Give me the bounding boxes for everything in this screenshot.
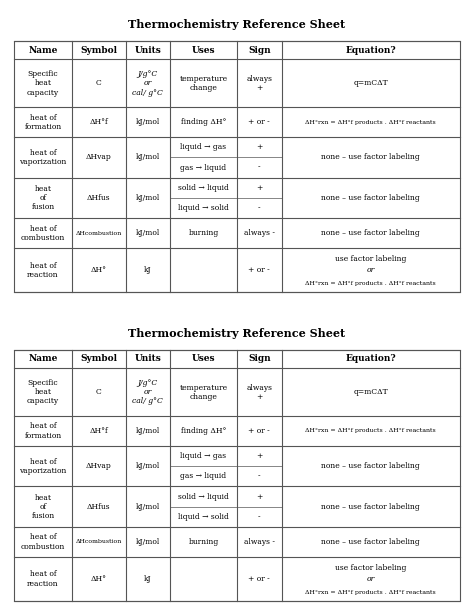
Text: Name: Name: [28, 45, 58, 55]
Text: heat of
reaction: heat of reaction: [27, 570, 59, 587]
Text: + or -: + or -: [248, 266, 270, 274]
Text: Name: Name: [28, 354, 58, 364]
Text: Specific
heat
capacity: Specific heat capacity: [27, 70, 59, 97]
Text: kJ/mol: kJ/mol: [136, 427, 160, 435]
Text: Sign: Sign: [248, 45, 271, 55]
Text: solid → liquid: solid → liquid: [178, 493, 229, 501]
Text: heat of
combustion: heat of combustion: [21, 533, 65, 550]
Bar: [14, 349, 460, 601]
Text: + or -: + or -: [248, 427, 270, 435]
Text: finding ΔH°: finding ΔH°: [181, 427, 226, 435]
Text: heat
of
fusion: heat of fusion: [31, 493, 55, 520]
Text: ΔHfus: ΔHfus: [87, 503, 110, 511]
Text: ΔHfus: ΔHfus: [87, 194, 110, 202]
Text: or: or: [367, 266, 375, 274]
Text: always
+: always +: [246, 75, 272, 92]
Text: Uses: Uses: [192, 45, 215, 55]
Text: temperature
change: temperature change: [180, 75, 228, 92]
Text: Units: Units: [135, 45, 161, 55]
Text: -: -: [258, 204, 261, 212]
Text: heat of
formation: heat of formation: [24, 113, 62, 131]
Text: C: C: [96, 80, 101, 88]
Text: kJ/mol: kJ/mol: [136, 194, 160, 202]
Text: -: -: [258, 472, 261, 481]
Text: ΔHvap: ΔHvap: [86, 462, 112, 470]
Text: + or -: + or -: [248, 118, 270, 126]
Text: +: +: [256, 184, 263, 192]
Text: kJ/mol: kJ/mol: [136, 462, 160, 470]
Text: Sign: Sign: [248, 354, 271, 364]
Text: kJ/mol: kJ/mol: [136, 153, 160, 161]
Text: none – use factor labeling: none – use factor labeling: [321, 194, 420, 202]
Text: liquid → solid: liquid → solid: [178, 204, 229, 212]
Text: use factor labeling: use factor labeling: [335, 564, 407, 572]
Text: ΔHvap: ΔHvap: [86, 153, 112, 161]
Text: ΔHcombustion: ΔHcombustion: [76, 539, 122, 544]
Text: liquid → gas: liquid → gas: [181, 452, 227, 460]
Text: J/g°C
or
cal/ g°C: J/g°C or cal/ g°C: [132, 379, 163, 405]
Text: temperature
change: temperature change: [180, 384, 228, 401]
Text: q=mCΔT: q=mCΔT: [354, 388, 388, 396]
Text: heat of
vaporization: heat of vaporization: [19, 457, 67, 474]
Text: gas → liquid: gas → liquid: [181, 164, 227, 172]
Text: heat of
combustion: heat of combustion: [21, 224, 65, 242]
Text: C: C: [96, 388, 101, 396]
Text: always -: always -: [244, 229, 275, 237]
Text: ΔH°rxn = ΔH°f products . ΔH°f reactants: ΔH°rxn = ΔH°f products . ΔH°f reactants: [305, 590, 436, 595]
Text: none – use factor labeling: none – use factor labeling: [321, 503, 420, 511]
Text: none – use factor labeling: none – use factor labeling: [321, 153, 420, 161]
Text: heat of
vaporization: heat of vaporization: [19, 149, 67, 166]
Text: kJ: kJ: [144, 575, 152, 583]
Text: none – use factor labeling: none – use factor labeling: [321, 229, 420, 237]
Text: use factor labeling: use factor labeling: [335, 255, 407, 263]
Bar: [14, 41, 460, 292]
Text: liquid → gas: liquid → gas: [181, 143, 227, 151]
Text: always -: always -: [244, 538, 275, 546]
Text: ΔH°: ΔH°: [91, 575, 107, 583]
Text: burning: burning: [189, 538, 219, 546]
Text: + or -: + or -: [248, 575, 270, 583]
Text: none – use factor labeling: none – use factor labeling: [321, 538, 420, 546]
Text: ΔH°f: ΔH°f: [90, 427, 108, 435]
Text: or: or: [367, 575, 375, 583]
Text: heat
of
fusion: heat of fusion: [31, 185, 55, 211]
Text: ΔH°: ΔH°: [91, 266, 107, 274]
Text: kJ: kJ: [144, 266, 152, 274]
Text: kJ/mol: kJ/mol: [136, 538, 160, 546]
Text: +: +: [256, 143, 263, 151]
Text: kJ/mol: kJ/mol: [136, 118, 160, 126]
Text: Uses: Uses: [192, 354, 215, 364]
Text: kJ/mol: kJ/mol: [136, 229, 160, 237]
Text: ΔH°rxn = ΔH°f products . ΔH°f reactants: ΔH°rxn = ΔH°f products . ΔH°f reactants: [305, 428, 436, 433]
Text: Thermochemistry Reference Sheet: Thermochemistry Reference Sheet: [128, 20, 346, 31]
Text: Symbol: Symbol: [80, 45, 117, 55]
Text: Thermochemistry Reference Sheet: Thermochemistry Reference Sheet: [128, 328, 346, 339]
Text: burning: burning: [189, 229, 219, 237]
Text: Specific
heat
capacity: Specific heat capacity: [27, 379, 59, 405]
Text: none – use factor labeling: none – use factor labeling: [321, 462, 420, 470]
Text: kJ/mol: kJ/mol: [136, 503, 160, 511]
Text: finding ΔH°: finding ΔH°: [181, 118, 226, 126]
Text: ΔH°rxn = ΔH°f products . ΔH°f reactants: ΔH°rxn = ΔH°f products . ΔH°f reactants: [305, 281, 436, 286]
Text: -: -: [258, 513, 261, 521]
Text: liquid → solid: liquid → solid: [178, 513, 229, 521]
Text: -: -: [258, 164, 261, 172]
Text: Equation?: Equation?: [346, 45, 396, 55]
Text: always
+: always +: [246, 384, 272, 401]
Text: ΔH°f: ΔH°f: [90, 118, 108, 126]
Text: q=mCΔT: q=mCΔT: [354, 80, 388, 88]
Text: J/g°C
or
cal/ g°C: J/g°C or cal/ g°C: [132, 70, 163, 97]
Text: Units: Units: [135, 354, 161, 364]
Text: ΔH°rxn = ΔH°f products . ΔH°f reactants: ΔH°rxn = ΔH°f products . ΔH°f reactants: [305, 120, 436, 124]
Text: Symbol: Symbol: [80, 354, 117, 364]
Text: +: +: [256, 493, 263, 501]
Text: heat of
formation: heat of formation: [24, 422, 62, 440]
Text: +: +: [256, 452, 263, 460]
Text: gas → liquid: gas → liquid: [181, 472, 227, 481]
Text: heat of
reaction: heat of reaction: [27, 262, 59, 279]
Text: ΔHcombustion: ΔHcombustion: [76, 230, 122, 236]
Text: Equation?: Equation?: [346, 354, 396, 364]
Text: solid → liquid: solid → liquid: [178, 184, 229, 192]
